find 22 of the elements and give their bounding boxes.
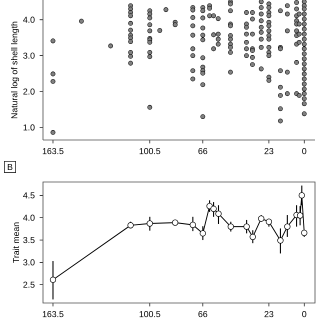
x-tick-label: 66 xyxy=(198,148,208,154)
y-tick-label: 4.0 xyxy=(23,214,35,221)
y-axis-title: Trait mean xyxy=(12,222,20,263)
x-tick-label: 0 xyxy=(302,311,306,318)
y-tick-label: 2.0 xyxy=(23,88,35,95)
x-tick-label: 100.5 xyxy=(140,311,160,318)
x-tick-label: 100.5 xyxy=(140,148,160,154)
y-tick-label: 3.5 xyxy=(23,236,35,244)
y-tick-label: 4.0 xyxy=(23,16,35,23)
x-tick-label: 163.5 xyxy=(42,148,64,154)
y-tick-label: 4.5 xyxy=(23,192,35,198)
y-tick-label: 3.0 xyxy=(23,52,35,59)
x-tick-label: 66 xyxy=(198,311,208,318)
x-tick-label: 23 xyxy=(264,148,274,154)
x-tick-label: 163.5 xyxy=(42,311,64,318)
y-tick-label: 2.5 xyxy=(23,282,35,288)
x-tick-label: 23 xyxy=(264,311,274,318)
y-tick-label: 3.0 xyxy=(23,259,35,266)
y-axis-title: Natural log of shell length xyxy=(11,22,20,118)
text: B xyxy=(8,164,12,170)
x-tick-label: 0 xyxy=(302,148,306,154)
y-tick-label: 1.0 xyxy=(24,124,35,130)
